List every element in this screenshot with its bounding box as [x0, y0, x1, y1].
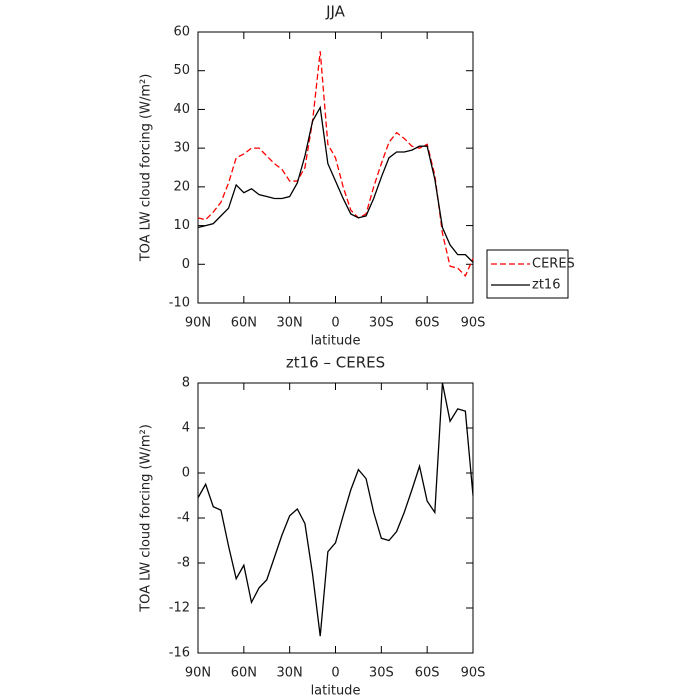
x-tick-label: 60S — [415, 666, 440, 681]
x-tick-label: 60N — [231, 316, 257, 331]
chart-title: zt16 – CERES — [286, 354, 385, 372]
y-tick-label: 10 — [173, 218, 190, 233]
y-tick-label: 60 — [173, 25, 190, 40]
y-tick-label: 0 — [182, 466, 190, 481]
y-tick-label: -12 — [169, 601, 190, 616]
legend-box — [486, 249, 569, 299]
x-axis-label: latitude — [311, 334, 361, 349]
series-line — [197, 105, 474, 263]
y-tick-label: -10 — [169, 296, 190, 311]
x-tick-label: 30S — [369, 666, 394, 681]
x-tick-label: 90N — [185, 666, 211, 681]
x-tick-label: 0 — [331, 666, 339, 681]
y-tick-label: 30 — [173, 141, 190, 156]
series-line — [197, 51, 474, 278]
y-tick-label: -16 — [169, 646, 190, 661]
x-tick-label: 30N — [277, 666, 303, 681]
y-tick-label: 40 — [173, 102, 190, 117]
x-tick-label: 60N — [231, 666, 257, 681]
y-tick-label: 50 — [173, 63, 190, 78]
y-axis-label: TOA LW cloud forcing (W/m²) — [139, 74, 154, 263]
plot-frame — [197, 382, 474, 654]
x-axis-label: latitude — [311, 684, 361, 699]
y-tick-label: -8 — [177, 556, 190, 571]
legend-label: zt16 — [532, 278, 560, 293]
x-tick-label: 0 — [331, 316, 339, 331]
y-axis-label: TOA LW cloud forcing (W/m²) — [139, 424, 154, 613]
y-tick-label: 8 — [182, 376, 190, 391]
x-tick-label: 30S — [369, 316, 394, 331]
y-tick-label: -4 — [177, 511, 190, 526]
x-tick-label: 60S — [415, 316, 440, 331]
y-tick-label: 20 — [173, 179, 190, 194]
x-tick-label: 90S — [461, 666, 486, 681]
chart-title: JJA — [325, 3, 346, 21]
y-tick-label: 0 — [182, 257, 190, 272]
x-tick-label: 90N — [185, 316, 211, 331]
series-line — [197, 382, 474, 637]
y-tick-label: 4 — [182, 421, 190, 436]
x-tick-label: 30N — [277, 316, 303, 331]
x-tick-label: 90S — [461, 316, 486, 331]
legend-label: CERES — [532, 257, 575, 272]
